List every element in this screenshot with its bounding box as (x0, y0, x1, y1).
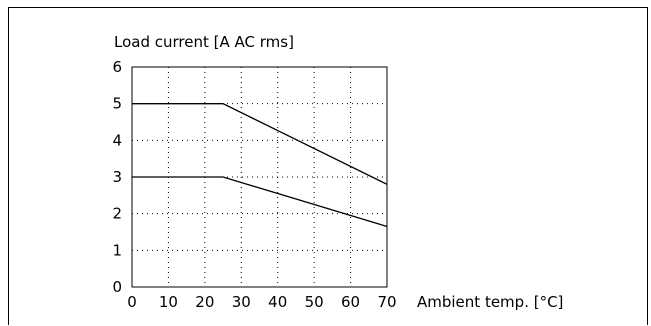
x-tick-label: 50 (305, 293, 324, 311)
y-tick-label: 1 (112, 241, 122, 259)
series-line-1 (132, 103, 388, 185)
y-tick-labels: 0 1 2 3 4 5 6 (112, 58, 122, 296)
chart-frame (8, 7, 648, 325)
y-tick-label: 5 (112, 95, 122, 113)
y-axis-label: Load current [A AC rms] (114, 33, 294, 51)
series-group (132, 103, 388, 228)
x-tick-label: 0 (127, 293, 137, 311)
x-tick-label: 70 (377, 293, 396, 311)
x-tick-label: 20 (195, 293, 214, 311)
x-axis-label: Ambient temp. [°C] (417, 293, 563, 311)
x-tick-label: 30 (232, 293, 251, 311)
y-tick-label: 2 (112, 205, 122, 223)
x-tick-label: 40 (268, 293, 287, 311)
y-tick-label: 0 (112, 278, 122, 296)
x-tick-label: 10 (159, 293, 178, 311)
y-tick-label: 3 (112, 168, 122, 186)
y-tick-label: 4 (112, 131, 122, 149)
series-line-2 (132, 176, 388, 228)
x-tick-label: 60 (341, 293, 360, 311)
y-tick-label: 6 (112, 58, 122, 76)
x-tick-labels: 0 10 20 30 40 50 60 70 (127, 293, 396, 311)
